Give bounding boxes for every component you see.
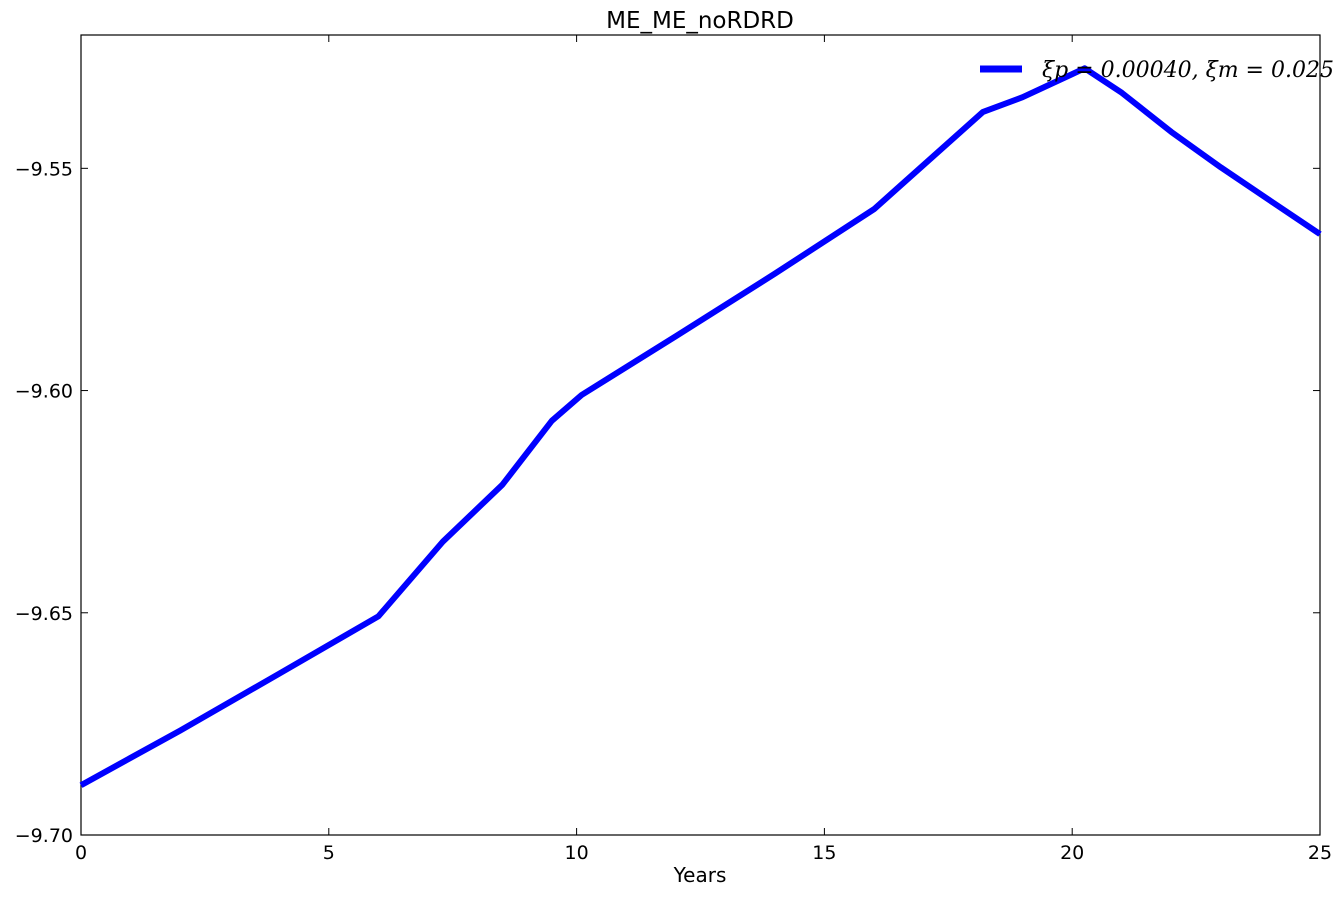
x-tick-label: 5 xyxy=(323,842,335,864)
y-tick-label: −9.60 xyxy=(15,381,73,403)
x-tick-label: 20 xyxy=(1060,842,1084,864)
x-tick-label: 25 xyxy=(1308,842,1332,864)
x-axis: 0 5 10 15 20 25 xyxy=(75,35,1332,864)
plot-area: 0 5 10 15 20 25 −9.70 −9.65 −9.60 −9.55 xyxy=(15,34,1332,864)
y-tick-label: −9.55 xyxy=(15,158,73,180)
plot-frame xyxy=(80,34,1321,836)
x-tick-label: 15 xyxy=(812,842,836,864)
legend: ξp = 0.00040, ξm = 0.025 xyxy=(980,58,1334,83)
y-tick-label: −9.65 xyxy=(15,603,73,625)
chart-title: ME_ME_noRDRD xyxy=(606,8,794,34)
series-layer xyxy=(79,65,1322,788)
x-axis-label: Years xyxy=(673,863,727,887)
y-axis: −9.70 −9.65 −9.60 −9.55 xyxy=(15,158,1320,847)
series-line-0 xyxy=(79,65,1322,788)
y-tick-label: −9.70 xyxy=(15,825,73,847)
x-tick-label: 0 xyxy=(75,842,87,864)
x-tick-label: 10 xyxy=(565,842,589,864)
legend-label: ξp = 0.00040, ξm = 0.025 xyxy=(1042,58,1334,83)
